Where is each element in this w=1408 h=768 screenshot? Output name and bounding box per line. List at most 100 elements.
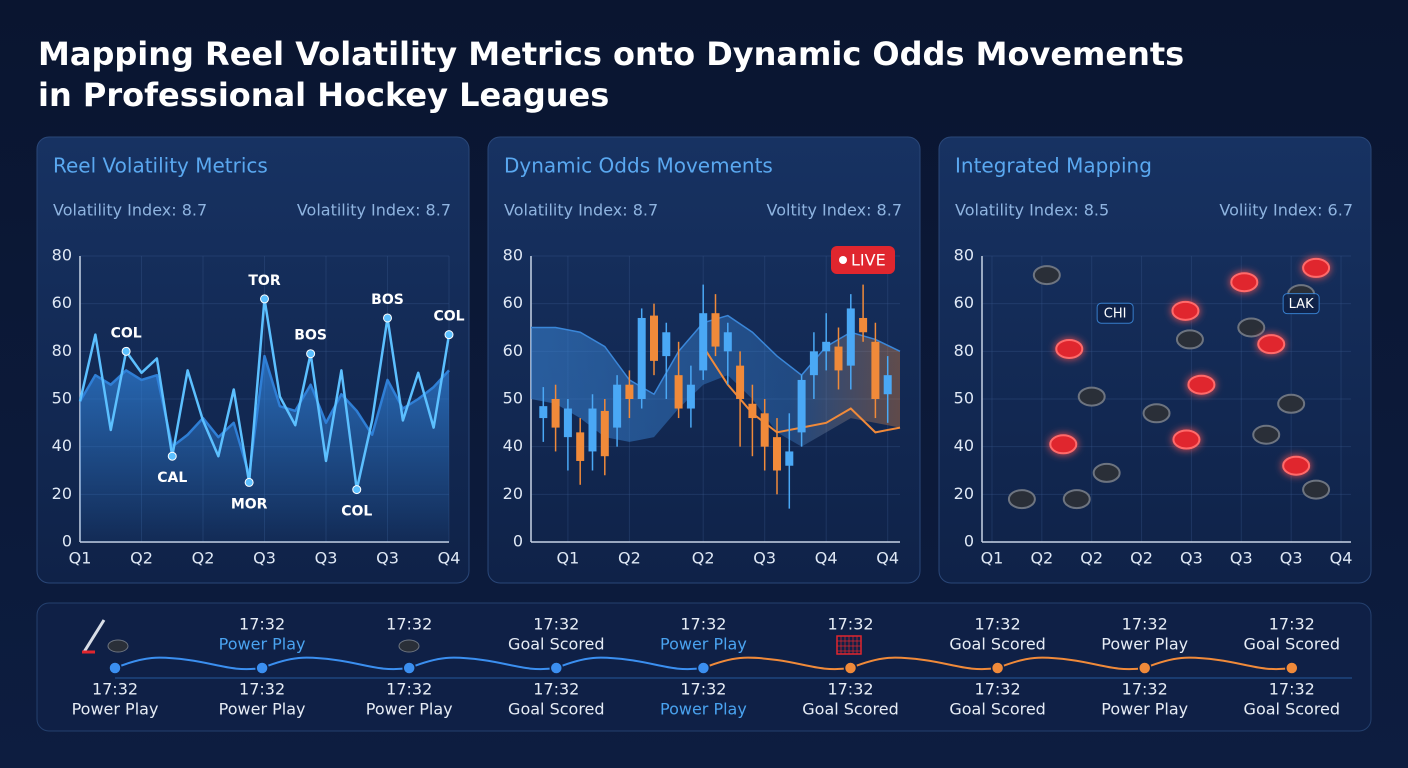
puck: [1142, 403, 1171, 424]
puck: [1302, 479, 1331, 500]
y-tick-label: 80: [503, 246, 523, 265]
candle-body: [883, 375, 892, 395]
event-label: Power Play: [1101, 700, 1188, 719]
candle-body: [650, 315, 658, 361]
event-label: Power Play: [219, 635, 306, 654]
annotation-dot: [444, 330, 454, 340]
y-tick-label: 40: [52, 436, 72, 455]
event-label: Power Play: [366, 700, 453, 719]
live-dot: [839, 256, 847, 264]
timeline-node: [696, 661, 711, 675]
candle-body: [748, 403, 757, 419]
event-time: 17:32: [827, 615, 873, 634]
annotation-dot: [121, 346, 131, 356]
event-time: 17:32: [386, 615, 432, 634]
candle-body: [723, 332, 732, 352]
x-tick-label: Q2: [1080, 549, 1103, 568]
y-tick-label: 80: [954, 246, 974, 265]
candle-body: [699, 313, 708, 371]
x-tick-label: Q1: [557, 549, 580, 568]
candle-body: [551, 399, 560, 428]
timeline-wave: [555, 656, 704, 671]
event-label: Power Play: [219, 700, 306, 719]
y-tick-label: 0: [513, 532, 523, 551]
annotation-dot: [383, 313, 392, 323]
event-time: 17:32: [92, 680, 138, 699]
event-time: 17:32: [386, 680, 432, 699]
panel-title: Dynamic Odds Movements: [504, 154, 773, 178]
puck: [1092, 462, 1121, 483]
puck: [1055, 338, 1084, 359]
timeline-wave: [997, 656, 1145, 671]
puck: [1175, 329, 1204, 350]
timeline-wave: [114, 656, 263, 671]
event-time: 17:32: [533, 680, 579, 699]
puck: [1172, 429, 1201, 450]
y-tick-label: 50: [52, 389, 72, 408]
x-tick-label: Q1: [981, 549, 1004, 568]
y-tick-label: 20: [954, 484, 974, 503]
event-label: Power Play: [660, 635, 747, 654]
y-tick-label: 80: [954, 341, 974, 360]
annotation-label: COL: [433, 309, 464, 325]
net-icon: [836, 635, 862, 655]
puck: [1049, 434, 1078, 455]
y-tick-label: 20: [503, 484, 523, 503]
event-time: 17:32: [975, 680, 1021, 699]
candle-body: [576, 432, 585, 461]
puck: [1007, 489, 1036, 510]
candle-body: [809, 351, 818, 376]
candle-body: [760, 413, 769, 447]
stick-icon: [82, 619, 129, 654]
y-tick-label: 40: [503, 436, 523, 455]
timeline-node: [990, 661, 1005, 675]
page-title: Mapping Reel Volatility Metrics onto Dyn…: [38, 35, 1184, 73]
candle-body: [822, 341, 831, 352]
y-tick-label: 40: [954, 436, 974, 455]
event-time: 17:32: [1122, 615, 1168, 634]
y-tick-label: 50: [954, 389, 974, 408]
y-tick-label: 20: [52, 484, 72, 503]
event-label: Goal Scored: [949, 700, 1046, 719]
annotation-dot: [352, 485, 362, 495]
x-tick-label: Q3: [753, 549, 776, 568]
y-tick-label: 60: [52, 293, 72, 312]
panel-subtitle: Volatility Index: 8.5: [955, 201, 1109, 220]
x-tick-label: Q2: [618, 549, 641, 568]
candle-body: [871, 341, 880, 399]
panel-subtitle: Volatility Index: 8.7: [504, 201, 658, 220]
annotation-box: [1096, 302, 1134, 324]
annotation-label: COL: [111, 325, 142, 341]
timeline-wave: [408, 656, 557, 671]
live-badge: [831, 246, 895, 274]
y-tick-label: 80: [52, 341, 72, 360]
annotation-label: MOR: [231, 496, 268, 512]
candle-body: [539, 406, 548, 419]
annotation-label: TOR: [248, 273, 280, 289]
timeline-wave: [850, 656, 998, 671]
y-tick-label: 60: [503, 293, 523, 312]
timeline-node: [843, 661, 858, 675]
x-tick-label: Q3: [253, 549, 276, 568]
timeline-node: [402, 661, 416, 675]
x-tick-label: Q3: [1280, 549, 1303, 568]
timeline-node: [1137, 661, 1152, 675]
event-time: 17:32: [680, 615, 726, 634]
timeline-node: [108, 661, 122, 675]
puck: [1257, 334, 1286, 355]
annotation-label: LAK: [1289, 297, 1314, 312]
candle-body: [662, 332, 671, 357]
puck: [1230, 272, 1259, 293]
x-tick-label: Q2: [1030, 549, 1053, 568]
x-tick-label: Q4: [1330, 549, 1353, 568]
annotation-label: CAL: [157, 470, 187, 486]
puck: [1282, 455, 1311, 476]
band-area: [531, 315, 900, 447]
puck: [1302, 257, 1331, 278]
event-label: Power Play: [72, 700, 159, 719]
y-tick-label: 0: [62, 532, 72, 551]
candle-body: [613, 384, 622, 428]
panel-subtitle: Volatility Index: 8.7: [297, 201, 451, 220]
y-tick-label: 0: [964, 532, 974, 551]
event-time: 17:32: [1122, 680, 1168, 699]
